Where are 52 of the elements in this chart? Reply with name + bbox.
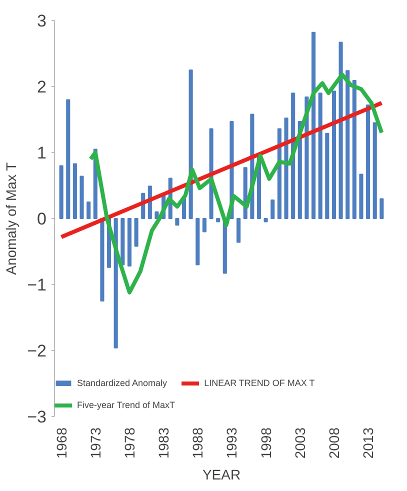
x-tick-label: 1978 — [121, 427, 138, 459]
x-tick-label: 1968 — [53, 427, 70, 459]
bar — [202, 218, 206, 232]
bar — [196, 218, 200, 266]
x-tick-label: 1998 — [258, 427, 274, 459]
bar — [284, 118, 288, 219]
bar — [175, 218, 180, 226]
x-tick-label: 1973 — [87, 427, 104, 459]
bar — [264, 218, 268, 222]
bar — [127, 218, 132, 267]
bar — [236, 218, 241, 243]
line-series — [88, 72, 384, 294]
x-tick-label: 1983 — [156, 427, 172, 459]
bar — [216, 218, 220, 222]
legend-label: Standardized Anomaly — [77, 378, 168, 388]
bar — [338, 42, 343, 219]
bar — [120, 218, 125, 266]
bar — [100, 218, 104, 302]
bar — [318, 92, 322, 219]
bar — [332, 90, 336, 219]
bar — [59, 165, 64, 219]
bar — [270, 200, 275, 219]
x-axis-title: YEAR — [202, 466, 241, 483]
x-tick-label: 2013 — [360, 427, 376, 459]
bar — [346, 70, 350, 219]
bar — [359, 174, 364, 219]
y-tick-label: −2 — [27, 342, 47, 360]
bar — [134, 218, 138, 247]
bar — [80, 176, 84, 219]
bar — [86, 202, 91, 219]
bar — [366, 104, 370, 219]
bar — [352, 80, 356, 219]
y-tick-label: 2 — [37, 78, 47, 96]
y-axis-title: Anomaly of Max T — [3, 162, 20, 275]
bar — [311, 32, 316, 219]
x-tick-label: 2003 — [292, 427, 308, 459]
bar — [372, 122, 377, 219]
x-tick-label: 2008 — [326, 427, 342, 459]
bar — [154, 211, 159, 219]
bar — [325, 132, 330, 219]
y-tick-label: 1 — [37, 144, 47, 162]
y-tick-label: 3 — [37, 12, 47, 30]
x-tick-label: 1988 — [190, 427, 206, 459]
legend-label: Five-year Trend of MaxT — [77, 400, 176, 410]
y-tick-label: −1 — [27, 276, 47, 294]
legend-label: LINEAR TREND OF MAX T — [204, 378, 315, 388]
y-tick-label: −3 — [27, 408, 47, 426]
x-tick-label: 1993 — [224, 427, 240, 459]
bar — [72, 163, 77, 219]
y-tick-label: 0 — [37, 210, 47, 228]
bar — [380, 198, 384, 219]
bar — [66, 99, 70, 219]
